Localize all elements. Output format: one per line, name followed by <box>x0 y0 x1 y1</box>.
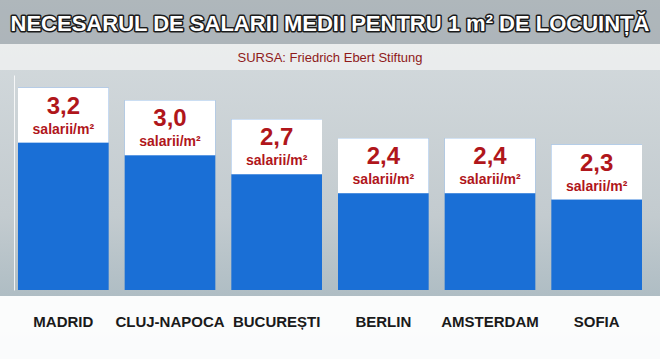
tick-label: SOFIA <box>574 313 620 330</box>
background <box>0 0 660 359</box>
y-axis <box>14 76 15 291</box>
bar <box>231 119 322 290</box>
title-band <box>0 0 660 44</box>
tick-label: CLUJ-NAPOCA <box>115 313 224 330</box>
bar <box>18 88 109 290</box>
x-axis-line <box>19 290 643 291</box>
tick-label: BERLIN <box>355 313 411 330</box>
bar <box>338 138 429 290</box>
tick: CLUJ-NAPOCA <box>115 290 224 330</box>
tick: BUCUREȘTI <box>233 290 321 330</box>
tick-label: MADRID <box>33 313 93 330</box>
tick: BERLIN <box>355 290 411 330</box>
subtitle-band <box>0 44 660 70</box>
data-label: 2,3salarii/m² <box>566 149 628 194</box>
tick-label: BUCUREȘTI <box>233 313 321 330</box>
tick-label: AMSTERDAM <box>441 313 539 330</box>
data-label: 2,4salarii/m² <box>459 142 521 187</box>
tick: SOFIA <box>574 290 620 330</box>
label-box <box>18 88 109 143</box>
tick: AMSTERDAM <box>441 290 539 330</box>
subtitle: SURSA: Friedrich Ebert Stiftung <box>238 50 423 65</box>
label-box <box>125 100 216 155</box>
y-axis-line <box>14 76 15 291</box>
label-box <box>231 119 322 174</box>
bar <box>445 138 536 290</box>
label-strip <box>0 296 660 359</box>
data-labels: 3,2salarii/m² 3,0salarii/m² 2,7salarii/m² 2… <box>33 92 628 194</box>
data-label: 2,7salarii/m² <box>246 123 308 168</box>
tick: MADRID <box>33 290 93 330</box>
x-axis: MADRID CLUJ-NAPOCA BUCUREȘTI BERLIN AMSTERDA… <box>19 290 643 330</box>
data-label: 3,0salarii/m² <box>139 104 201 149</box>
label-box <box>551 145 642 200</box>
bar <box>125 100 216 290</box>
data-label: 3,2salarii/m² <box>33 92 95 137</box>
label-box <box>445 138 536 193</box>
data-label: 2,4salarii/m² <box>353 142 415 187</box>
chart: NECESARUL DE SALARII MEDII PENTRU 1 m² D… <box>0 0 660 359</box>
title: NECESARUL DE SALARII MEDII PENTRU 1 m² D… <box>11 11 650 36</box>
bars <box>18 88 642 290</box>
label-box <box>338 138 429 193</box>
bar <box>551 145 642 290</box>
